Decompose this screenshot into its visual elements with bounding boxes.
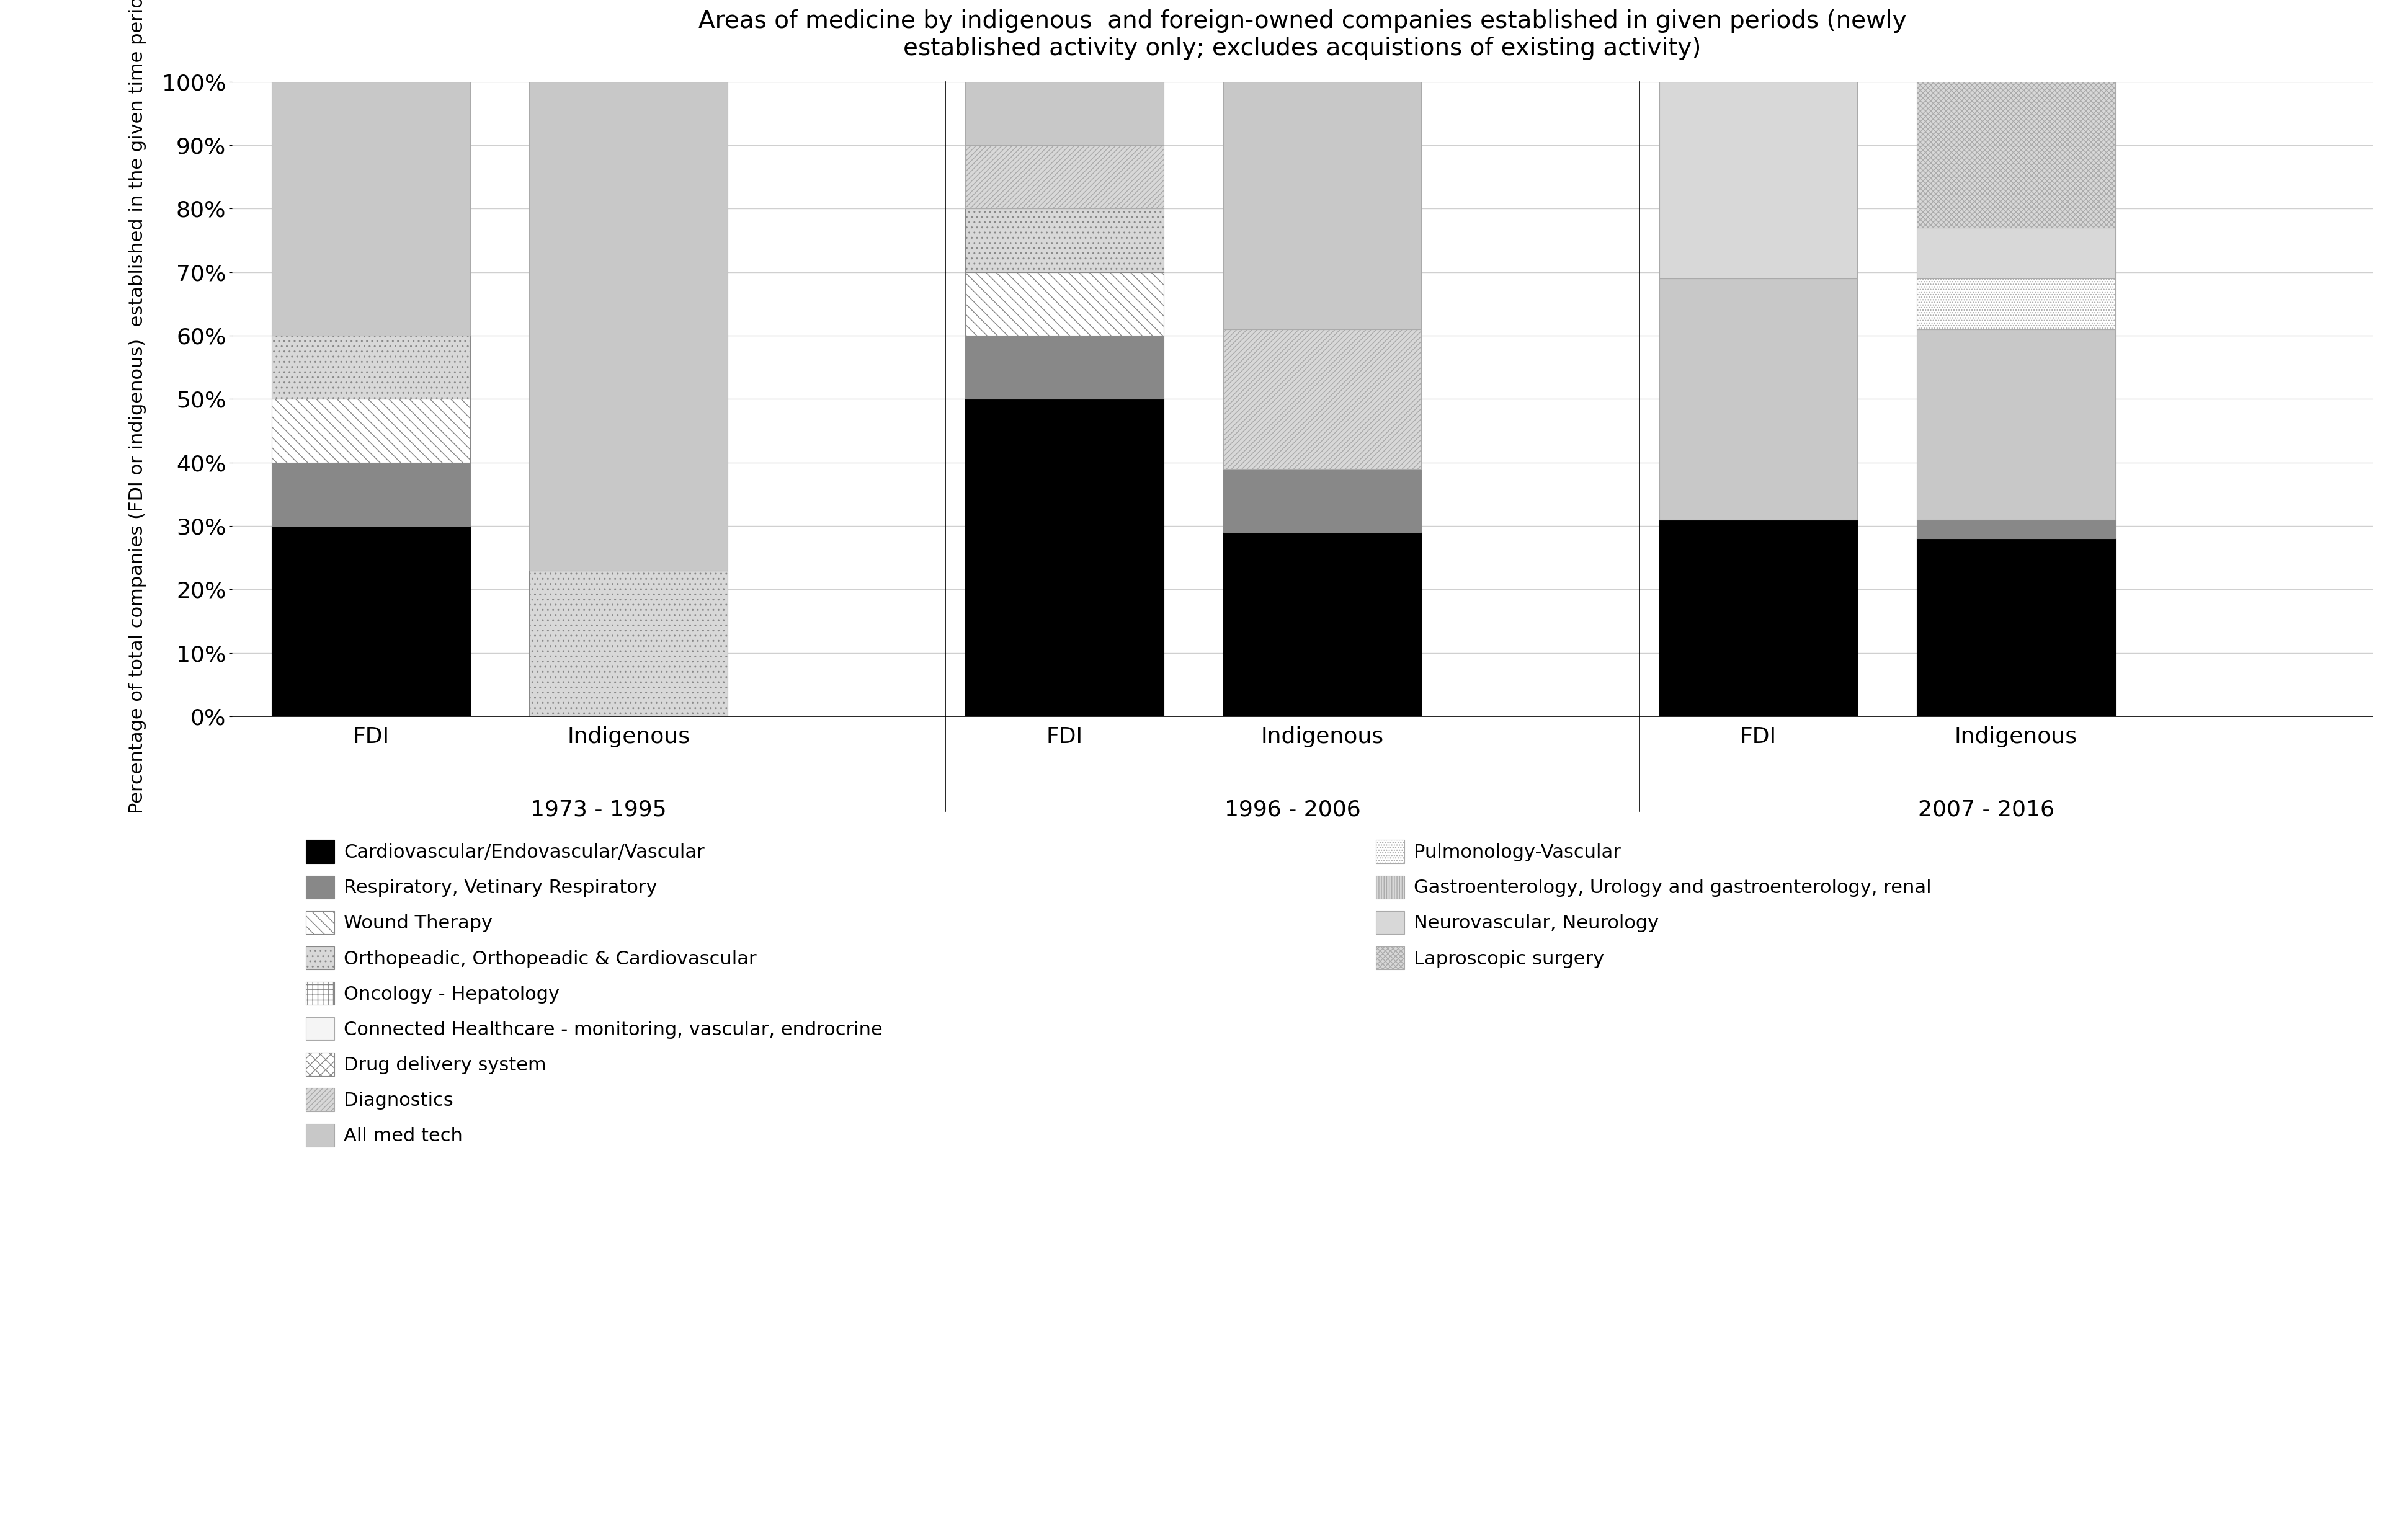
Title: Areas of medicine by indigenous  and foreign-owned companies established in give: Areas of medicine by indigenous and fore…: [698, 9, 1906, 60]
Bar: [965, 336, 1165, 399]
Bar: [529, 82, 727, 570]
Bar: [1918, 539, 2115, 716]
Bar: [272, 527, 469, 716]
Bar: [965, 399, 1165, 716]
Bar: [1660, 519, 1858, 716]
Bar: [1918, 519, 2115, 539]
Bar: [272, 336, 469, 399]
Bar: [965, 208, 1165, 273]
Y-axis label: Percentage of total companies (FDI or indigenous)  established in the given time: Percentage of total companies (FDI or in…: [129, 0, 145, 813]
Bar: [965, 82, 1165, 145]
Text: 1973 - 1995: 1973 - 1995: [531, 799, 667, 819]
Bar: [1918, 279, 2115, 330]
Bar: [1222, 533, 1422, 716]
Bar: [1222, 468, 1422, 533]
Bar: [529, 570, 727, 716]
Bar: [965, 273, 1165, 336]
Text: 1996 - 2006: 1996 - 2006: [1224, 799, 1360, 819]
Bar: [1918, 228, 2115, 279]
Bar: [1660, 82, 1858, 279]
Text: 2007 - 2016: 2007 - 2016: [1918, 799, 2053, 819]
Legend: Pulmonology-Vascular, Gastroenterology, Urology and gastroenterology, renal, Neu: Pulmonology-Vascular, Gastroenterology, …: [1377, 839, 1932, 970]
Bar: [1918, 82, 2115, 228]
Bar: [1660, 279, 1858, 519]
Bar: [272, 399, 469, 462]
Bar: [272, 82, 469, 336]
Bar: [1918, 330, 2115, 519]
Bar: [272, 462, 469, 527]
Bar: [1222, 82, 1422, 330]
Bar: [1222, 330, 1422, 468]
Bar: [965, 145, 1165, 208]
